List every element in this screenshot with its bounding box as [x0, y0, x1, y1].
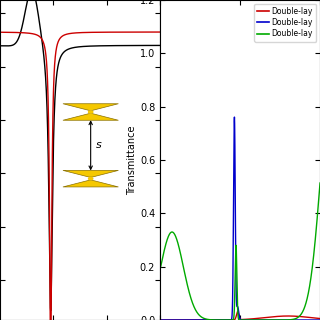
Y-axis label: Transmittance: Transmittance [127, 125, 137, 195]
Polygon shape [63, 180, 118, 187]
Circle shape [89, 111, 93, 113]
Polygon shape [63, 104, 118, 110]
Circle shape [89, 178, 93, 180]
Polygon shape [63, 170, 118, 177]
Polygon shape [63, 114, 118, 120]
Legend: Double-lay, Double-lay, Double-lay: Double-lay, Double-lay, Double-lay [254, 4, 316, 42]
Text: $s$: $s$ [95, 140, 102, 150]
